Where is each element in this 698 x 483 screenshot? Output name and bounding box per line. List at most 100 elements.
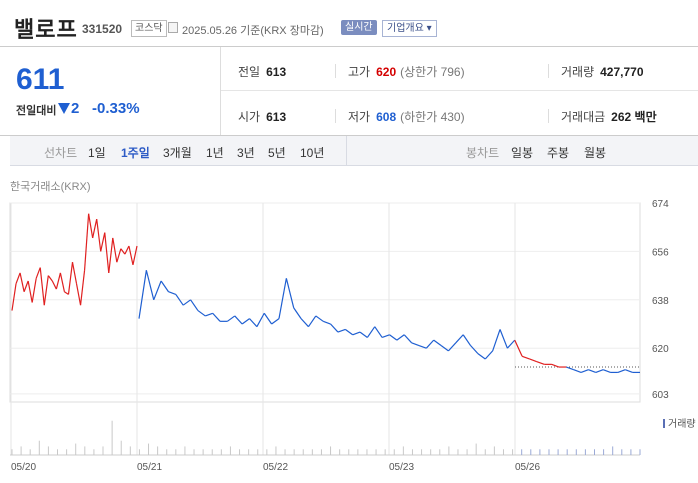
current-price-panel: 611 전일대비 2 -0.33% bbox=[0, 47, 221, 135]
x-tick-label: 05/20 bbox=[11, 462, 36, 473]
series-segment bbox=[79, 270, 86, 306]
series-segment bbox=[116, 248, 122, 263]
series-segment bbox=[27, 280, 33, 303]
x-tick-label: 05/22 bbox=[263, 462, 288, 473]
volume-legend-marker bbox=[663, 419, 665, 428]
series-segment bbox=[381, 334, 390, 339]
x-tick-label: 05/21 bbox=[137, 462, 162, 473]
period-1d[interactable]: 1일 bbox=[88, 146, 106, 160]
volume-legend-label: 거래량 bbox=[668, 418, 696, 430]
series-segment bbox=[322, 320, 331, 325]
series-segment bbox=[15, 272, 21, 284]
quote-date: 2025.05.26 기준(KRX 장마감) bbox=[182, 25, 324, 37]
stock-name: 밸로프 bbox=[14, 17, 78, 42]
series-segment bbox=[440, 345, 449, 352]
series-segment bbox=[477, 353, 486, 360]
series-segment bbox=[153, 280, 162, 301]
series-segment bbox=[55, 272, 61, 290]
series-segment bbox=[175, 294, 184, 306]
series-segment bbox=[96, 219, 102, 252]
period-10y[interactable]: 10년 bbox=[300, 146, 325, 160]
series-segment bbox=[104, 232, 110, 273]
series-segment bbox=[374, 326, 383, 338]
series-segment bbox=[595, 369, 604, 373]
series-segment bbox=[132, 245, 138, 265]
series-segment bbox=[138, 270, 147, 319]
period-1w[interactable]: 1주일 bbox=[121, 146, 150, 160]
series-segment bbox=[418, 344, 427, 349]
series-segment bbox=[249, 318, 258, 328]
x-tick-label: 05/23 bbox=[389, 462, 414, 473]
stock-code: 331520 bbox=[82, 22, 123, 36]
down-arrow-icon bbox=[58, 103, 70, 114]
series-segment bbox=[566, 366, 574, 371]
series-segment bbox=[160, 280, 169, 293]
series-segment bbox=[411, 342, 420, 347]
candle-weekly[interactable]: 주봉 bbox=[547, 146, 570, 160]
candle-monthly[interactable]: 월봉 bbox=[584, 146, 607, 160]
company-overview-button[interactable]: 기업개요 ▾ bbox=[382, 20, 437, 37]
period-toolbar: 선차트 1일 1주일 3개월 1년 3년 5년 10년 봉차트 일봉 주봉 월봉 bbox=[10, 136, 698, 166]
series-segment bbox=[197, 310, 206, 317]
series-segment bbox=[492, 329, 501, 352]
series-segment bbox=[625, 369, 633, 373]
series-segment bbox=[43, 275, 49, 306]
series-segment bbox=[389, 334, 398, 341]
series-segment bbox=[366, 326, 376, 338]
series-segment bbox=[551, 363, 560, 368]
series-segment bbox=[51, 280, 57, 290]
series-segment bbox=[359, 331, 368, 338]
series-segment bbox=[514, 339, 523, 357]
series-segment bbox=[256, 312, 265, 327]
period-3y[interactable]: 3년 bbox=[237, 146, 255, 160]
series-segment bbox=[484, 350, 494, 360]
series-segment bbox=[124, 245, 130, 255]
series-segment bbox=[120, 248, 126, 255]
day-high: 고가 620 (상한가 796) bbox=[348, 65, 465, 79]
series-segment bbox=[145, 270, 155, 300]
y-tick-label: 620 bbox=[652, 344, 669, 355]
series-segment bbox=[19, 272, 25, 292]
chevron-down-icon: ▾ bbox=[426, 23, 432, 34]
series-segment bbox=[499, 329, 508, 349]
candle-daily[interactable]: 일봉 bbox=[511, 146, 534, 160]
series-segment bbox=[285, 278, 295, 309]
series-segment bbox=[580, 369, 589, 373]
y-tick-label: 674 bbox=[652, 199, 669, 210]
line-chart-label: 선차트 bbox=[44, 146, 78, 160]
price-chart[interactable]: 674 656 638 620 603 05/20 05/21 05/22 05/23 05/26… bbox=[0, 190, 698, 483]
realtime-button[interactable]: 실시간 bbox=[341, 20, 377, 35]
change-label: 전일대비 bbox=[16, 105, 57, 117]
series-segment bbox=[307, 315, 317, 328]
series-segment bbox=[92, 219, 98, 239]
series-segment bbox=[182, 299, 191, 306]
series-segment bbox=[168, 291, 177, 295]
series-segment bbox=[271, 318, 280, 325]
series-segment bbox=[352, 331, 361, 336]
series-segment bbox=[67, 262, 74, 295]
series-segment bbox=[425, 339, 435, 349]
series-segment bbox=[344, 328, 354, 336]
series-segment bbox=[293, 307, 302, 319]
series-segment bbox=[529, 358, 538, 363]
series-segment bbox=[59, 272, 66, 292]
trading-value: 거래대금 262 백만 bbox=[561, 110, 657, 124]
series-segment bbox=[11, 283, 17, 311]
series-segment bbox=[83, 213, 90, 271]
series-segment bbox=[573, 369, 582, 373]
y-tick-label: 656 bbox=[652, 247, 669, 258]
series-segment bbox=[31, 278, 37, 303]
change-value: 2 bbox=[71, 100, 80, 117]
change-percent: -0.33% bbox=[92, 100, 140, 117]
series-segment bbox=[64, 291, 69, 295]
period-3m[interactable]: 3개월 bbox=[163, 146, 192, 160]
current-price: 611 bbox=[16, 63, 65, 96]
open-price: 시가 613 bbox=[238, 110, 287, 124]
period-1y[interactable]: 1년 bbox=[206, 146, 224, 160]
calendar-icon bbox=[168, 22, 178, 33]
series-segment bbox=[447, 342, 457, 352]
period-5y[interactable]: 5년 bbox=[268, 146, 286, 160]
series-segment bbox=[300, 318, 309, 328]
series-segment bbox=[617, 369, 626, 373]
x-tick-label: 05/26 bbox=[515, 462, 540, 473]
